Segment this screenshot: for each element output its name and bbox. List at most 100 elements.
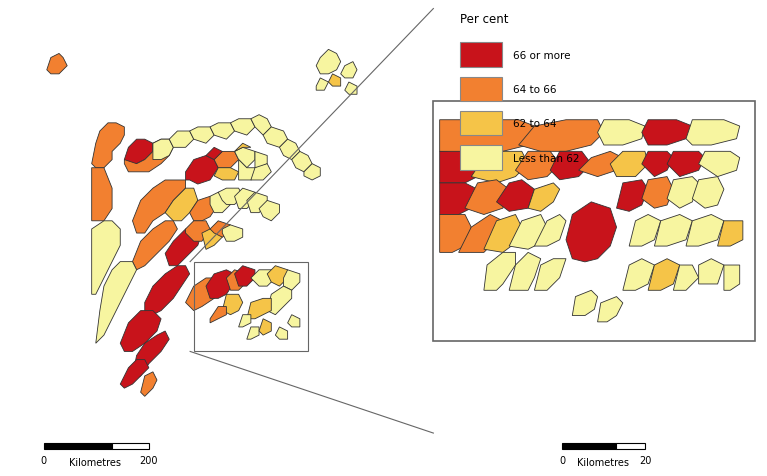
Polygon shape [528,184,560,212]
Polygon shape [92,124,124,169]
Polygon shape [214,152,239,169]
Polygon shape [186,156,219,185]
Polygon shape [699,152,739,177]
Polygon shape [439,120,535,155]
Text: Kilometres: Kilometres [577,457,629,467]
Polygon shape [263,128,288,148]
Polygon shape [120,360,149,388]
Polygon shape [617,180,648,212]
Polygon shape [623,259,654,291]
Polygon shape [465,180,509,215]
Polygon shape [239,315,251,327]
Polygon shape [654,215,693,247]
Polygon shape [267,266,288,287]
Polygon shape [439,152,484,184]
Polygon shape [267,287,291,315]
Polygon shape [316,79,328,91]
Polygon shape [92,169,112,221]
Polygon shape [133,221,177,270]
Polygon shape [47,54,67,75]
Polygon shape [291,152,312,172]
Polygon shape [629,215,660,247]
Polygon shape [202,229,222,250]
Polygon shape [133,180,186,234]
Bar [617,443,645,449]
Text: 0: 0 [41,456,47,466]
Polygon shape [145,266,189,315]
Polygon shape [304,164,321,180]
Polygon shape [673,266,699,291]
Polygon shape [219,189,242,205]
Polygon shape [484,215,522,253]
Polygon shape [133,331,170,380]
Polygon shape [210,307,226,323]
Polygon shape [206,148,222,160]
Polygon shape [535,259,566,291]
Polygon shape [189,128,214,144]
Polygon shape [471,152,528,184]
FancyBboxPatch shape [460,112,502,136]
Text: 64 to 66: 64 to 66 [512,85,556,95]
Polygon shape [509,253,541,291]
Polygon shape [251,116,272,136]
Polygon shape [186,221,210,242]
Polygon shape [247,193,267,213]
Polygon shape [226,270,247,290]
Bar [194,262,308,352]
Polygon shape [611,152,648,177]
Polygon shape [642,152,673,177]
FancyBboxPatch shape [460,146,502,170]
Bar [562,443,617,449]
Bar [44,443,112,449]
Polygon shape [124,140,153,164]
Polygon shape [186,278,222,311]
Polygon shape [686,120,739,146]
Polygon shape [235,189,255,209]
Text: 62 to 64: 62 to 64 [512,119,556,129]
Polygon shape [578,152,623,177]
Text: 0: 0 [559,456,565,466]
Polygon shape [316,50,341,75]
Polygon shape [124,140,173,172]
Polygon shape [251,164,272,180]
Polygon shape [496,180,535,212]
Polygon shape [165,189,198,221]
Polygon shape [667,177,699,209]
Polygon shape [341,62,357,79]
Polygon shape [239,160,259,180]
Polygon shape [165,229,202,266]
Polygon shape [247,299,272,319]
Polygon shape [251,270,275,287]
Text: 66 or more: 66 or more [512,50,570,60]
Text: 20: 20 [639,456,651,466]
FancyBboxPatch shape [460,43,502,68]
Polygon shape [189,197,219,221]
Polygon shape [518,120,604,152]
Text: Less than 62: Less than 62 [512,153,579,163]
Polygon shape [550,152,591,180]
Bar [433,101,755,341]
Polygon shape [255,152,267,169]
FancyBboxPatch shape [460,78,502,102]
Polygon shape [686,215,724,247]
Polygon shape [566,202,617,262]
Polygon shape [206,270,235,299]
Polygon shape [279,140,300,160]
Polygon shape [648,259,680,291]
Polygon shape [509,215,547,250]
Polygon shape [597,120,645,146]
Polygon shape [572,291,597,316]
Bar [112,443,149,449]
Polygon shape [345,83,357,95]
Polygon shape [214,169,239,180]
Polygon shape [439,184,478,215]
Polygon shape [140,372,157,397]
Polygon shape [235,266,255,287]
Polygon shape [275,327,288,339]
Polygon shape [642,177,673,209]
Polygon shape [230,119,255,136]
Polygon shape [515,152,560,180]
Polygon shape [222,295,242,315]
Polygon shape [288,315,300,327]
Polygon shape [235,148,255,169]
